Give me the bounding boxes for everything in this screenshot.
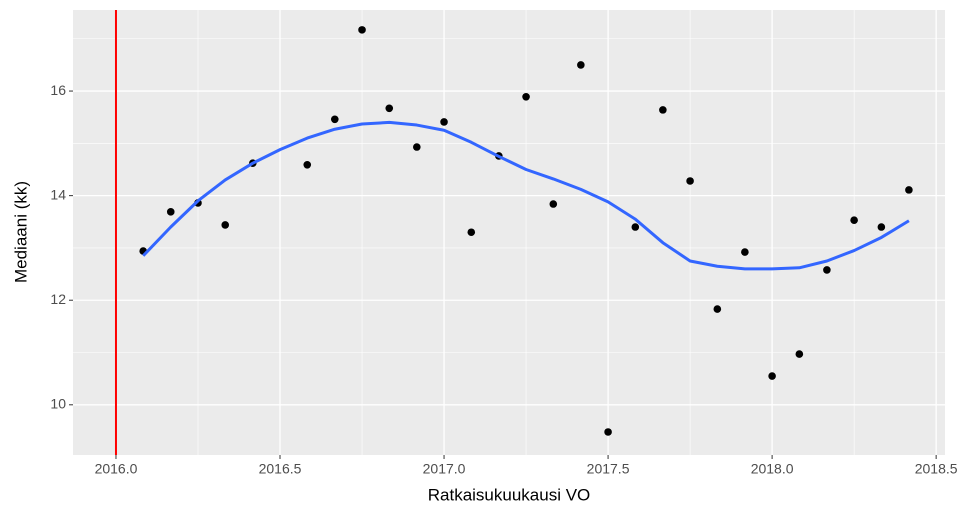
data-point xyxy=(741,248,749,256)
data-point xyxy=(850,216,858,225)
data-point xyxy=(631,223,640,231)
data-point xyxy=(905,186,913,194)
y-axis-label: Mediaani (kk) xyxy=(11,181,30,283)
data-point xyxy=(877,223,886,231)
data-point xyxy=(686,177,694,185)
data-point xyxy=(549,200,558,208)
data-point xyxy=(358,26,366,34)
data-point xyxy=(166,208,175,216)
y-tick-label: 14 xyxy=(50,186,66,202)
x-tick-label: 2017.0 xyxy=(423,461,466,477)
data-point xyxy=(577,61,585,69)
x-axis-label: Ratkaisukuukausi VO xyxy=(428,485,591,504)
y-tick-label: 16 xyxy=(50,82,66,98)
x-tick-label: 2016.0 xyxy=(95,461,138,477)
smooth-line xyxy=(142,120,910,271)
y-tick-label: 10 xyxy=(50,396,66,412)
x-tick-label: 2017.5 xyxy=(587,461,630,477)
x-tick-label: 2016.5 xyxy=(259,461,302,477)
data-point xyxy=(823,266,831,274)
x-tick-label: 2018.5 xyxy=(915,461,958,477)
data-point xyxy=(221,221,230,229)
data-point xyxy=(413,143,421,151)
data-point xyxy=(713,305,722,313)
data-point xyxy=(330,115,339,124)
plot-panel xyxy=(73,10,945,455)
data-point xyxy=(659,106,667,114)
data-point xyxy=(795,350,804,358)
data-point xyxy=(385,104,394,113)
data-point xyxy=(522,93,530,101)
data-point xyxy=(467,228,476,237)
y-tick-label: 12 xyxy=(50,291,66,307)
data-point xyxy=(440,118,448,126)
x-tick-label: 2018.0 xyxy=(751,461,794,477)
data-point xyxy=(303,160,312,169)
data-point xyxy=(604,428,612,436)
data-point xyxy=(768,372,776,380)
